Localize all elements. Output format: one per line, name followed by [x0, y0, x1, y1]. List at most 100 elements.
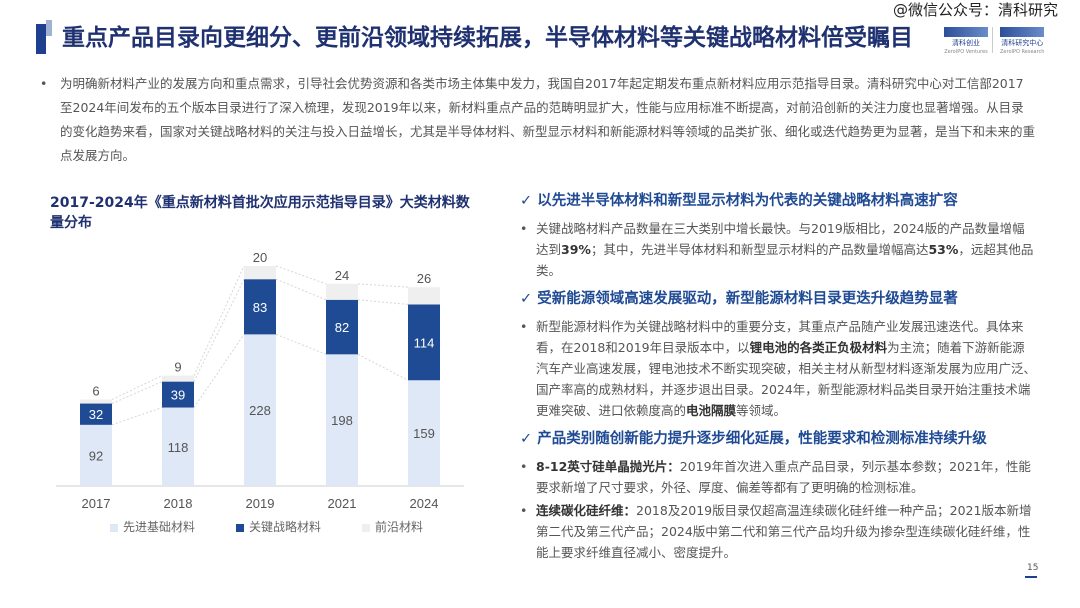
watermark: @微信公众号：清科研究 — [893, 1, 1059, 19]
bullet: • — [520, 503, 528, 518]
connector-line — [357, 283, 409, 288]
logo-name: 清科创业 — [952, 39, 980, 47]
data-label: 82 — [335, 320, 349, 335]
bar-segment — [244, 265, 276, 280]
logo-name: 清科研究中心 — [1001, 39, 1044, 47]
connector-line — [357, 353, 409, 381]
connector-line — [193, 265, 245, 376]
bar-segment — [162, 381, 194, 408]
point-text: 等领域。 — [736, 403, 787, 418]
data-label: 24 — [335, 268, 349, 283]
data-label: 83 — [253, 300, 267, 315]
point-text: 为主流；随着下游新能源汽车产业高速发展，锂电池技术不断实现突破，相关主材从新型材… — [536, 340, 1037, 418]
intro-paragraph: • 为明确新材料产业的发展方向和重点需求，引导社会优势资源和各类市场主体集中发力，… — [40, 72, 1036, 168]
title-accent-bar — [36, 24, 46, 54]
data-label: 114 — [414, 335, 435, 350]
stacked-bar-chart: 92 32 6 2017 118 39 9 2018 228 83 20 2019 198 82 24 202… — [56, 250, 464, 511]
x-tick-label: 2019 — [246, 496, 275, 511]
bullet: • — [520, 319, 528, 334]
section-point: • 8-12英寸硅单晶抛光片：2019年首次进入重点产品目录，列示基本参数；202… — [520, 456, 1036, 498]
legend-label: 先进基础材料 — [123, 520, 196, 534]
section-heading: ✓ 产品类别随创新能力提升逐步细化延展，性能要求和检测标准持续升级 — [520, 431, 987, 447]
connector-line — [111, 407, 163, 426]
x-tick-label: 2021 — [328, 496, 357, 511]
point-text: ，远超其他品类。 — [536, 242, 1034, 278]
data-label: 6 — [92, 384, 99, 399]
connector-line — [111, 381, 163, 404]
highlight-text: 39% — [561, 242, 591, 257]
data-label: 9 — [174, 360, 181, 375]
bar-segment — [244, 334, 276, 486]
highlight-text: 8-12英寸硅单晶抛光片： — [536, 459, 680, 474]
connector-line — [275, 333, 327, 355]
x-tick-label: 2018 — [164, 496, 193, 511]
highlight-text: 53% — [928, 242, 959, 257]
point-text: ；其中，先进半导体材料和新型显示材料的产品数量增幅高达 — [590, 242, 929, 257]
bar-segment — [80, 424, 112, 486]
bar-segment — [326, 354, 358, 486]
x-tick-label: 2017 — [82, 496, 111, 511]
data-label: 20 — [253, 250, 267, 265]
legend-item: 先进基础材料 — [110, 520, 195, 534]
intro-text: 为明确新材料产业的发展方向和重点需求，引导社会优势资源和各类市场主体集中发力，我… — [60, 76, 1036, 163]
bar-segment — [326, 283, 358, 300]
point-text: 关键战略材料产品数量在三大类别中增长最快。与2019版相比，2024版的产品数量… — [536, 221, 1025, 257]
bullet: • — [40, 76, 48, 91]
logo-zeroipo-ventures: 清科创业 ZeroIPO Ventures — [944, 27, 988, 57]
logo-divider — [992, 27, 993, 53]
section-heading: ✓ 受新能源领域高速发展驱动，新型能源材料目录更迭升级趋势显著 — [520, 291, 958, 307]
logo-zeroipo-research: 清科研究中心 ZeroIPO Research — [1000, 27, 1044, 57]
data-label: 198 — [331, 413, 353, 428]
connector-line — [275, 265, 327, 285]
bar-segment — [408, 380, 440, 486]
highlight-text: 电池隔膜 — [686, 403, 737, 418]
bar-segment — [80, 403, 112, 425]
logo-en: ZeroIPO Research — [1000, 49, 1045, 55]
connector-line — [193, 334, 245, 408]
data-label: 159 — [413, 426, 435, 441]
page-number: 15 — [1027, 563, 1039, 573]
legend-label: 前沿材料 — [375, 520, 424, 534]
bar-segment — [326, 299, 358, 355]
highlight-text: 锂电池的各类正负极材料 — [749, 340, 888, 355]
key-findings: ✓ 以先进半导体材料和新型显示材料为代表的关键战略材料高速扩容 • 关键战略材料产品… — [520, 191, 1040, 563]
bar-segment — [80, 399, 112, 404]
highlight-text: 连续碳化硅纤维： — [536, 503, 637, 518]
finding-section: ✓ 以先进半导体材料和新型显示材料为代表的关键战略材料高速扩容 • 关键战略材料产品… — [520, 191, 1040, 281]
connector-line — [357, 299, 409, 305]
connector-line — [193, 278, 245, 382]
legend-label: 关键战略材料 — [249, 520, 322, 534]
logo-en: ZeroIPO Ventures — [944, 49, 988, 55]
chart-title: 2017-2024年《重点新材料首批次应用示范指导目录》大类材料数量分布 — [50, 195, 470, 231]
section-heading: ✓ 以先进半导体材料和新型显示材料为代表的关键战略材料高速扩容 — [520, 193, 958, 209]
title-accent-bar-light — [46, 20, 52, 36]
connector-line — [111, 375, 163, 401]
legend-item: 前沿材料 — [362, 520, 423, 534]
section-point: • 关键战略材料产品数量在三大类别中增长最快。与2019版相比，2024版的产品数… — [520, 218, 1036, 281]
legend-swatch — [362, 523, 370, 532]
x-tick-label: 2024 — [410, 496, 439, 511]
bar-segment — [408, 287, 440, 305]
legend-swatch — [236, 523, 244, 532]
finding-section: ✓ 产品类别随创新能力提升逐步细化延展，性能要求和检测标准持续升级 • 8-12英寸… — [520, 429, 1040, 563]
section-point: • 连续碳化硅纤维：2018及2019版目录仅超高温连续碳化硅纤维一种产品；202… — [520, 500, 1036, 563]
legend-item: 关键战略材料 — [236, 520, 321, 534]
finding-section: ✓ 受新能源领域高速发展驱动，新型能源材料目录更迭升级趋势显著 • 新型能源材料作为… — [520, 289, 1040, 421]
section-point: • 新型能源材料作为关键战略材料中的重要分支，其重点产品随产业发展迅速迭代。具体来… — [520, 316, 1036, 421]
page-title: 重点产品目录向更细分、更前沿领域持续拓展，半导体材料等关键战略材料倍受瞩目 — [62, 25, 913, 51]
data-label: 32 — [89, 407, 103, 422]
point-text: 2019年首次进入重点产品目录，列示基本参数；2021年，性能要求新增了尺寸要求… — [536, 459, 1031, 495]
connector-line — [275, 278, 327, 301]
legend-swatch — [110, 523, 118, 532]
bar-segment — [408, 304, 440, 381]
data-label: 39 — [171, 388, 185, 403]
bullet: • — [520, 459, 528, 474]
data-label: 92 — [89, 448, 103, 463]
bar-segment — [162, 407, 194, 486]
data-label: 118 — [168, 440, 189, 455]
bar-segment — [162, 375, 194, 382]
bullet: • — [520, 221, 528, 236]
data-label: 26 — [417, 271, 431, 286]
data-label: 228 — [249, 403, 271, 418]
point-text: 2018及2019版目录仅超高温连续碳化硅纤维一种产品；2021版本新增第二代及… — [536, 503, 1032, 560]
